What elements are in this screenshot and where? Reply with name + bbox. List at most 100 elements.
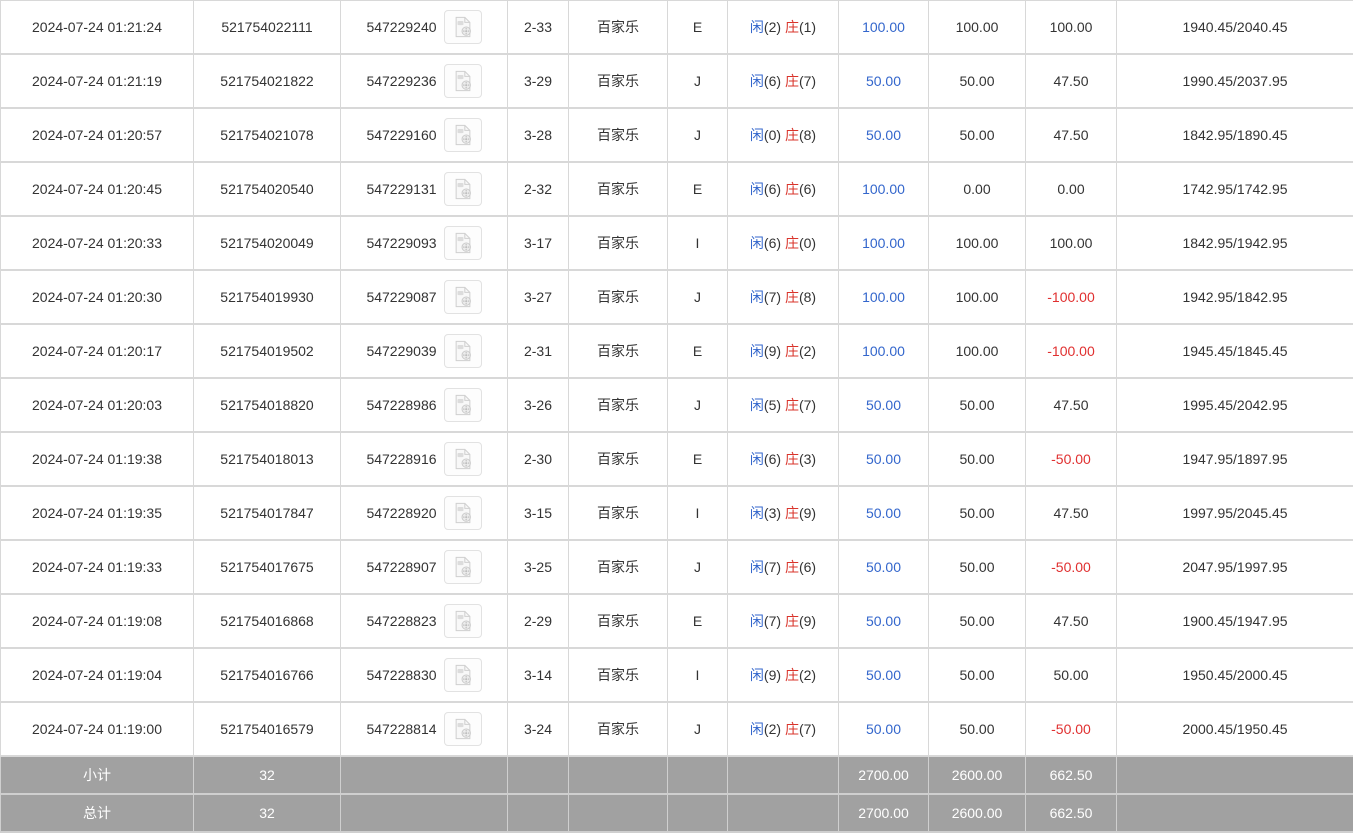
banker-label: 庄 [784, 505, 799, 521]
table-round-cell: 3-27 [507, 269, 569, 325]
round-cell: 547229087 [340, 269, 508, 325]
banker-label: 庄 [784, 451, 799, 467]
player-score: (3) [763, 505, 782, 521]
seat-cell: E [667, 0, 728, 55]
banker-score: (7) [798, 73, 817, 89]
game-type-cell: 百家乐 [568, 377, 668, 433]
player-label: 闲 [749, 721, 764, 737]
video-replay-button[interactable] [443, 712, 482, 746]
player-label: 闲 [749, 505, 764, 521]
summary-label: 总计 [0, 793, 194, 833]
banker-score: (8) [798, 289, 817, 305]
player-score: (6) [763, 451, 782, 467]
result-cell: 闲(5) 庄(7) [727, 377, 839, 433]
valid-bet-cell: 50.00 [928, 701, 1026, 757]
seat-cell: E [667, 161, 728, 217]
result-cell: 闲(6) 庄(7) [727, 53, 839, 109]
video-replay-button[interactable] [443, 496, 482, 530]
bet-amount-cell: 50.00 [838, 377, 929, 433]
round-id: 547228830 [366, 667, 437, 683]
result-cell: 闲(6) 庄(0) [727, 215, 839, 271]
player-score: (5) [763, 397, 782, 413]
video-replay-button[interactable] [443, 388, 482, 422]
video-replay-button[interactable] [443, 334, 482, 368]
game-type-cell: 百家乐 [568, 539, 668, 595]
result-cell: 闲(0) 庄(8) [727, 107, 839, 163]
balance-cell: 1900.45/1947.95 [1116, 593, 1353, 649]
banker-score: (2) [798, 667, 817, 683]
winloss-cell: 47.50 [1025, 377, 1117, 433]
player-score: (2) [763, 721, 782, 737]
order-id-cell: 521754017675 [193, 539, 341, 595]
time-cell: 2024-07-24 01:21:24 [0, 0, 194, 55]
banker-label: 庄 [784, 127, 799, 143]
banker-score: (6) [798, 559, 817, 575]
seat-cell: J [667, 107, 728, 163]
summary-winloss-total: 662.50 [1025, 755, 1117, 795]
video-replay-button[interactable] [443, 226, 482, 260]
player-label: 闲 [749, 667, 764, 683]
bet-amount-cell: 100.00 [838, 161, 929, 217]
round-id: 547229240 [366, 19, 437, 35]
video-replay-button[interactable] [443, 442, 482, 476]
balance-cell: 1995.45/2042.95 [1116, 377, 1353, 433]
valid-bet-cell: 50.00 [928, 647, 1026, 703]
order-id-cell: 521754022111 [193, 0, 341, 55]
video-replay-button[interactable] [443, 172, 482, 206]
winloss-cell: 47.50 [1025, 593, 1117, 649]
balance-cell: 1742.95/1742.95 [1116, 161, 1353, 217]
game-type-cell: 百家乐 [568, 485, 668, 541]
player-label: 闲 [749, 451, 764, 467]
order-id-cell: 521754020540 [193, 161, 341, 217]
round-cell: 547228916 [340, 431, 508, 487]
table-row: 2024-07-24 01:21:19 521754021822 547229236… [0, 53, 1353, 109]
valid-bet-cell: 50.00 [928, 107, 1026, 163]
round-id: 547229236 [366, 73, 437, 89]
player-label: 闲 [749, 181, 764, 197]
table-row: 2024-07-24 01:20:17 521754019502 547229039… [0, 323, 1353, 379]
video-file-icon [455, 502, 471, 524]
time-cell: 2024-07-24 01:20:57 [0, 107, 194, 163]
video-replay-button[interactable] [443, 604, 482, 638]
banker-label: 庄 [784, 19, 799, 35]
player-label: 闲 [749, 73, 764, 89]
order-id-cell: 521754021822 [193, 53, 341, 109]
banker-label: 庄 [784, 181, 799, 197]
video-file-icon [455, 232, 471, 254]
banker-label: 庄 [784, 73, 799, 89]
player-score: (6) [763, 73, 782, 89]
bet-amount-cell: 50.00 [838, 431, 929, 487]
video-file-icon [455, 448, 471, 470]
table-round-cell: 3-25 [507, 539, 569, 595]
valid-bet-cell: 50.00 [928, 485, 1026, 541]
round-cell: 547228920 [340, 485, 508, 541]
video-replay-button[interactable] [443, 280, 482, 314]
table-round-cell: 2-30 [507, 431, 569, 487]
summary-count: 32 [193, 793, 341, 833]
winloss-cell: -100.00 [1025, 269, 1117, 325]
winloss-cell: 100.00 [1025, 215, 1117, 271]
result-cell: 闲(2) 庄(1) [727, 0, 839, 55]
round-cell: 547228830 [340, 647, 508, 703]
seat-cell: E [667, 593, 728, 649]
table-round-cell: 3-14 [507, 647, 569, 703]
video-replay-button[interactable] [443, 64, 482, 98]
game-type-cell: 百家乐 [568, 269, 668, 325]
result-cell: 闲(7) 庄(9) [727, 593, 839, 649]
video-file-icon [455, 286, 471, 308]
game-type-cell: 百家乐 [568, 323, 668, 379]
game-type-cell: 百家乐 [568, 701, 668, 757]
video-replay-button[interactable] [443, 658, 482, 692]
valid-bet-cell: 50.00 [928, 377, 1026, 433]
summary-row: 总计 32 2700.00 2600.00 662.50 [0, 793, 1353, 833]
table-row: 2024-07-24 01:19:38 521754018013 547228916… [0, 431, 1353, 487]
banker-label: 庄 [784, 343, 799, 359]
video-replay-button[interactable] [443, 118, 482, 152]
table-row: 2024-07-24 01:19:08 521754016868 547228823… [0, 593, 1353, 649]
winloss-cell: -100.00 [1025, 323, 1117, 379]
video-replay-button[interactable] [443, 10, 482, 44]
winloss-cell: 47.50 [1025, 107, 1117, 163]
video-replay-button[interactable] [443, 550, 482, 584]
summary-bet-total: 2700.00 [838, 755, 929, 795]
